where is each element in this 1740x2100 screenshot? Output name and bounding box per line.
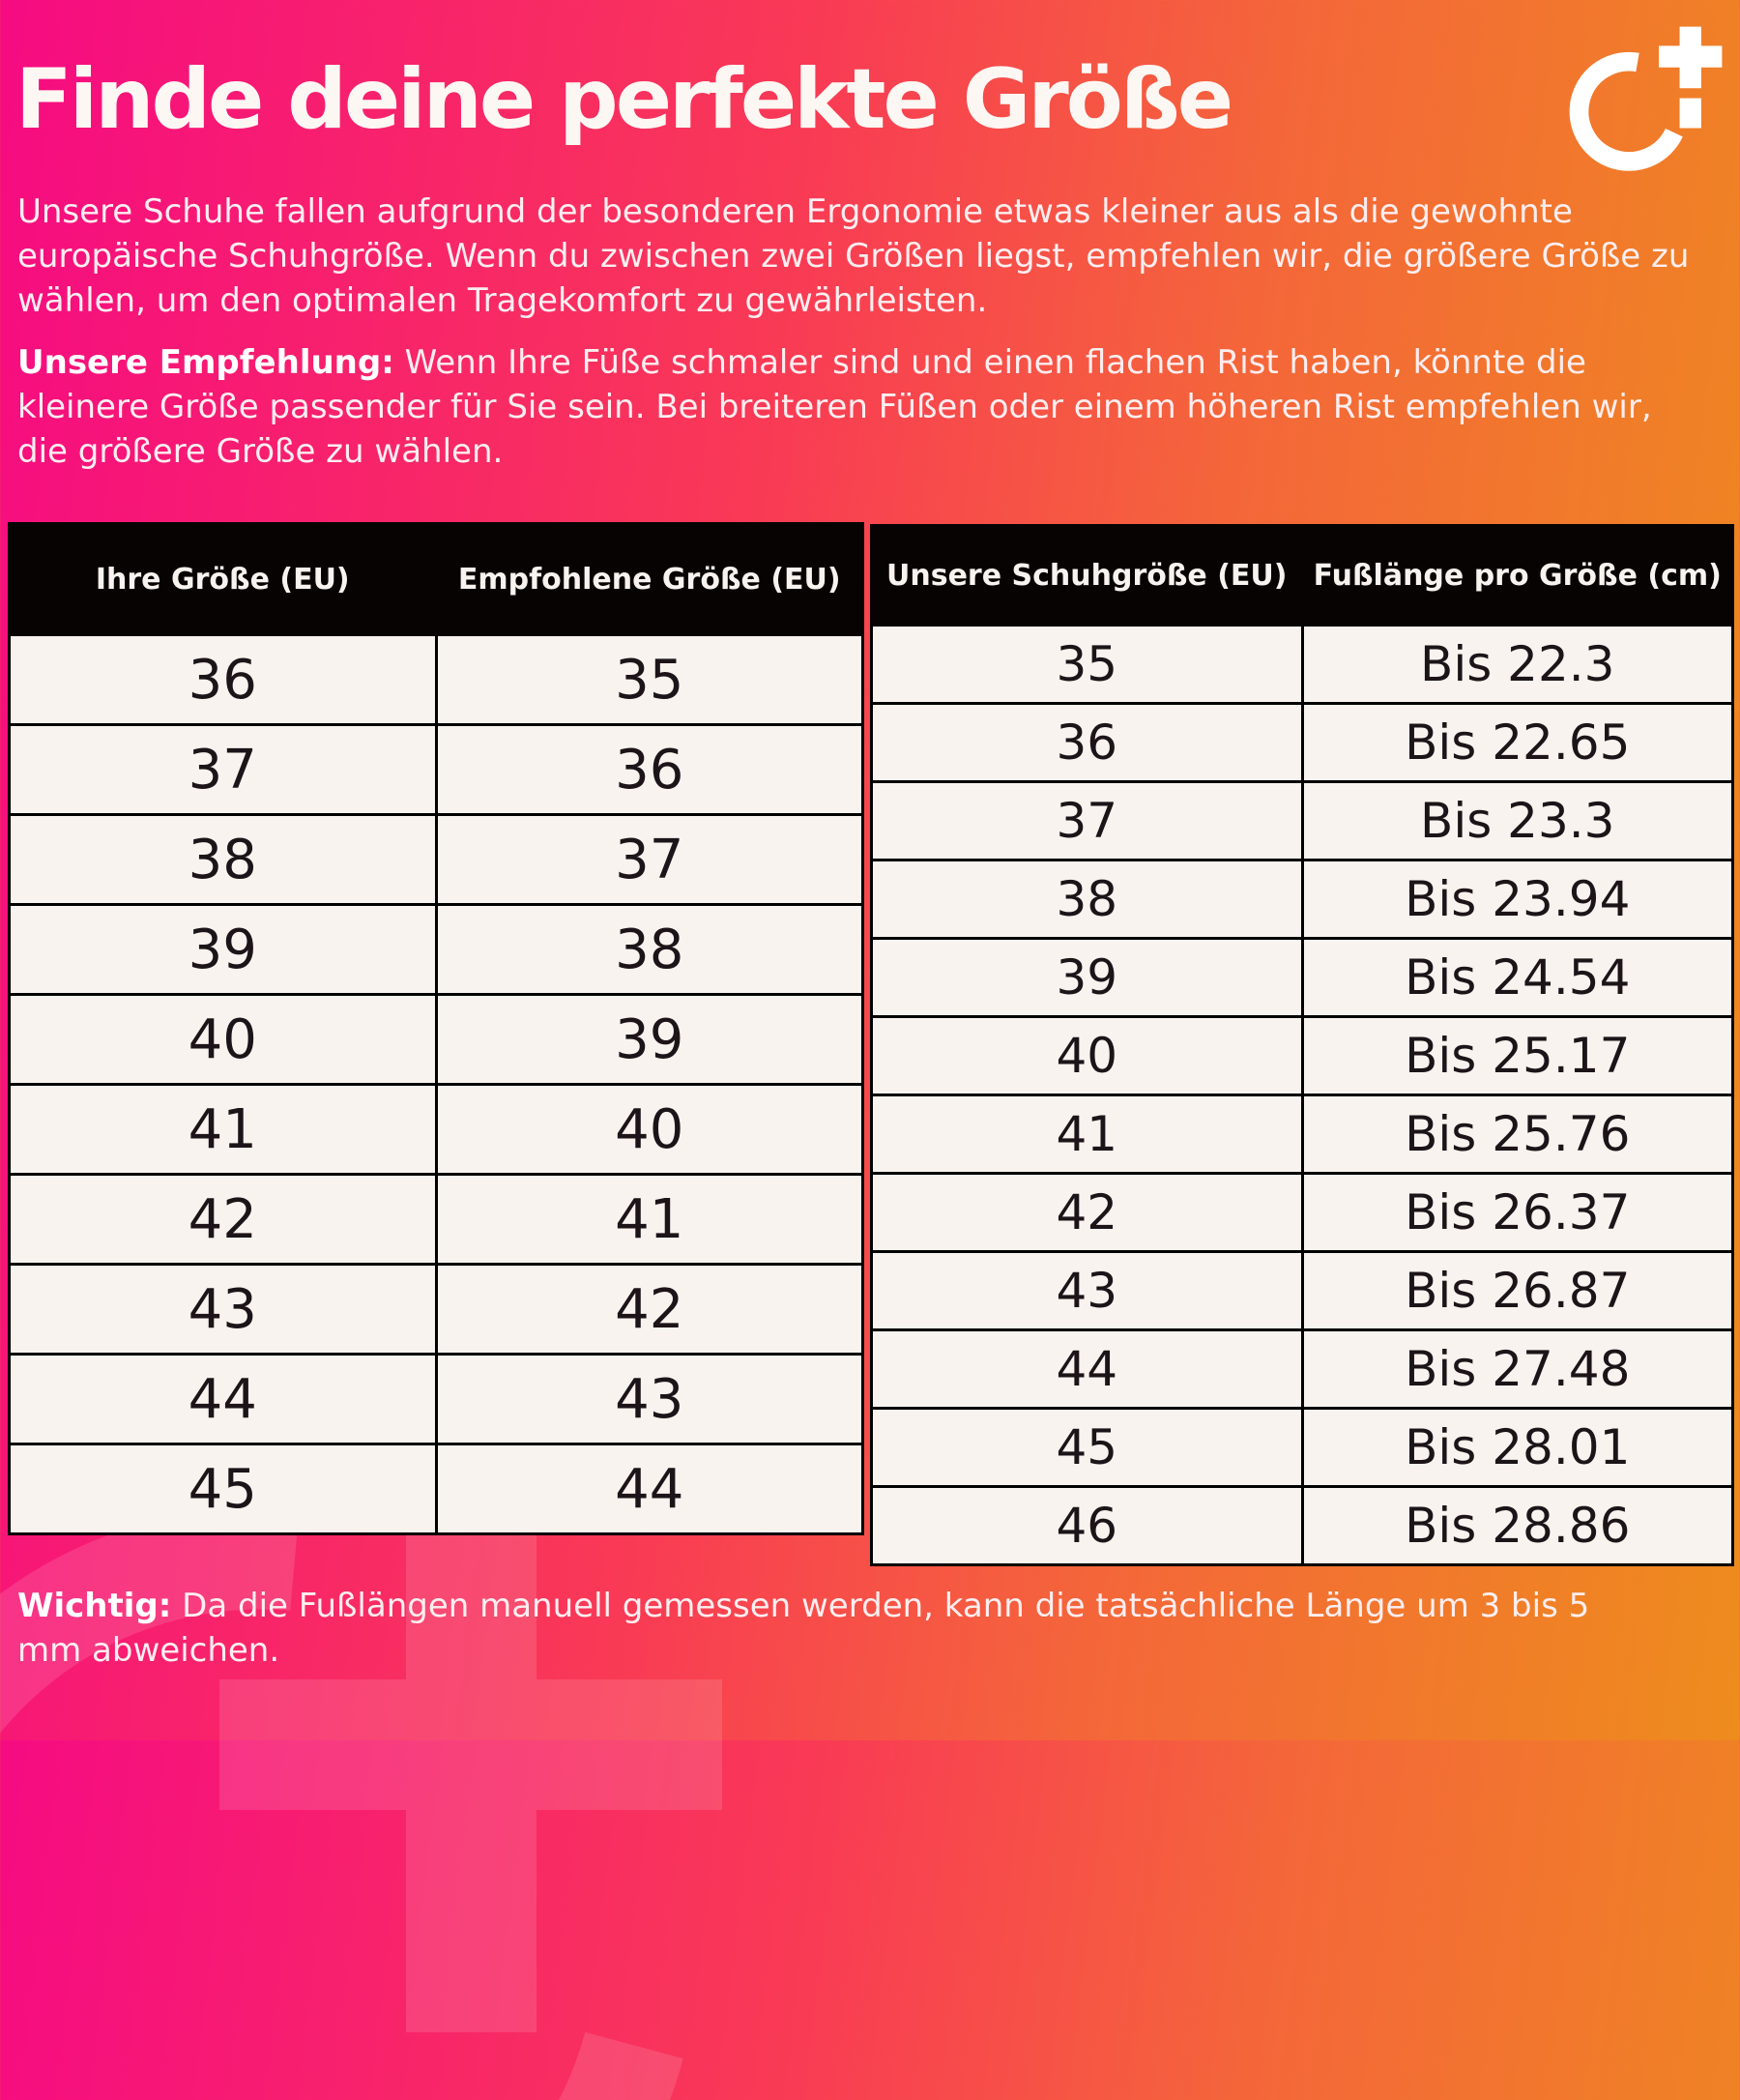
table-row: 35 Bis 22.3 xyxy=(870,624,1734,705)
table-cell: 40 xyxy=(8,993,438,1086)
table-cell: 43 xyxy=(434,1353,864,1445)
table-cell: 41 xyxy=(8,1083,438,1176)
column-header: Ihre Größe (EU) xyxy=(8,522,438,636)
table-cell: 37 xyxy=(434,813,864,906)
table-cell: 41 xyxy=(870,1094,1304,1175)
table-cell: Bis 25.17 xyxy=(1300,1015,1734,1096)
table-cell: 43 xyxy=(8,1263,438,1356)
recommendation-text: Unsere Empfehlung: Wenn Ihre Füße schmal… xyxy=(17,340,1707,474)
table-cell: 44 xyxy=(8,1353,438,1445)
table-cell: Bis 23.3 xyxy=(1300,780,1734,861)
foot-length-table: Unsere Schuhgröße (EU) Fußlänge pro Größe… xyxy=(870,524,1734,1566)
table-cell: 35 xyxy=(434,633,864,726)
table-cell: 42 xyxy=(434,1263,864,1356)
table-cell: 36 xyxy=(434,723,864,816)
size-conversion-table: Ihre Größe (EU) Empfohlene Größe (EU) 36 3… xyxy=(8,522,864,1535)
intro-text: Unsere Schuhe fallen aufgrund der besond… xyxy=(17,192,1690,320)
table-cell: 38 xyxy=(434,903,864,996)
column-header: Fußlänge pro Größe (cm) xyxy=(1300,524,1734,627)
table-cell: 37 xyxy=(8,723,438,816)
recommendation-label: Unsere Empfehlung: xyxy=(17,343,394,382)
table-cell: 36 xyxy=(8,633,438,726)
table-cell: Bis 22.3 xyxy=(1300,624,1734,705)
table-row: 39 38 xyxy=(8,903,864,996)
table-row: 40 Bis 25.17 xyxy=(870,1015,1734,1096)
table-cell: 45 xyxy=(870,1407,1304,1488)
table-cell: 40 xyxy=(870,1015,1304,1096)
table-row: 41 40 xyxy=(8,1083,864,1176)
table-cell: 44 xyxy=(870,1328,1304,1410)
size-table-header-row: Ihre Größe (EU) Empfohlene Größe (EU) xyxy=(8,522,864,636)
table-cell: 39 xyxy=(870,937,1304,1018)
table-cell: 42 xyxy=(870,1172,1304,1253)
table-cell: 46 xyxy=(870,1485,1304,1566)
table-cell: Bis 23.94 xyxy=(1300,859,1734,940)
note-text: Wichtig: Da die Fußlängen manuell gemess… xyxy=(17,1584,1661,1673)
table-row: 43 Bis 26.87 xyxy=(870,1250,1734,1331)
table-cell: Bis 26.37 xyxy=(1300,1172,1734,1253)
note-label: Wichtig: xyxy=(17,1587,172,1625)
table-row: 44 Bis 27.48 xyxy=(870,1328,1734,1410)
table-row: 39 Bis 24.54 xyxy=(870,937,1734,1018)
table-row: 38 37 xyxy=(8,813,864,906)
recommendation-body: Wenn Ihre Füße schmaler sind und einen f… xyxy=(17,343,1652,471)
table-cell: 39 xyxy=(8,903,438,996)
table-row: 45 44 xyxy=(8,1443,864,1535)
table-row: 41 Bis 25.76 xyxy=(870,1094,1734,1175)
table-row: 37 36 xyxy=(8,723,864,816)
table-cell: Bis 28.01 xyxy=(1300,1407,1734,1488)
table-cell: 38 xyxy=(8,813,438,906)
table-row: 46 Bis 28.86 xyxy=(870,1485,1734,1566)
table-row: 42 Bis 26.37 xyxy=(870,1172,1734,1253)
table-cell: 44 xyxy=(434,1443,864,1535)
table-row: 44 43 xyxy=(8,1353,864,1445)
table-row: 42 41 xyxy=(8,1173,864,1266)
table-cell: Bis 28.86 xyxy=(1300,1485,1734,1566)
table-row: 37 Bis 23.3 xyxy=(870,780,1734,861)
table-row: 38 Bis 23.94 xyxy=(870,859,1734,940)
column-header: Unsere Schuhgröße (EU) xyxy=(870,524,1304,627)
table-cell: Bis 24.54 xyxy=(1300,937,1734,1018)
table-cell: 41 xyxy=(434,1173,864,1266)
table-cell: Bis 26.87 xyxy=(1300,1250,1734,1331)
table-cell: 45 xyxy=(8,1443,438,1535)
page-title: Finde deine perfekte Größe xyxy=(15,51,1233,148)
table-cell: Bis 22.65 xyxy=(1300,702,1734,783)
table-cell: 35 xyxy=(870,624,1304,705)
table-row: 36 Bis 22.65 xyxy=(870,702,1734,783)
table-cell: 40 xyxy=(434,1083,864,1176)
table-cell: 37 xyxy=(870,780,1304,861)
table-cell: 36 xyxy=(870,702,1304,783)
table-cell: Bis 27.48 xyxy=(1300,1328,1734,1410)
table-cell: Bis 25.76 xyxy=(1300,1094,1734,1175)
o-plus-logo-icon xyxy=(1569,26,1723,171)
table-cell: 42 xyxy=(8,1173,438,1266)
note-body: Da die Fußlängen manuell gemessen werden… xyxy=(17,1587,1590,1670)
length-table-header-row: Unsere Schuhgröße (EU) Fußlänge pro Größe… xyxy=(870,524,1734,627)
table-cell: 38 xyxy=(870,859,1304,940)
column-header: Empfohlene Größe (EU) xyxy=(434,522,864,636)
table-row: 45 Bis 28.01 xyxy=(870,1407,1734,1488)
table-cell: 39 xyxy=(434,993,864,1086)
table-row: 36 35 xyxy=(8,633,864,726)
table-row: 40 39 xyxy=(8,993,864,1086)
table-cell: 43 xyxy=(870,1250,1304,1331)
size-guide-infographic: { "page": { "title": "Finde deine perfek… xyxy=(0,0,1740,1740)
table-row: 43 42 xyxy=(8,1263,864,1356)
